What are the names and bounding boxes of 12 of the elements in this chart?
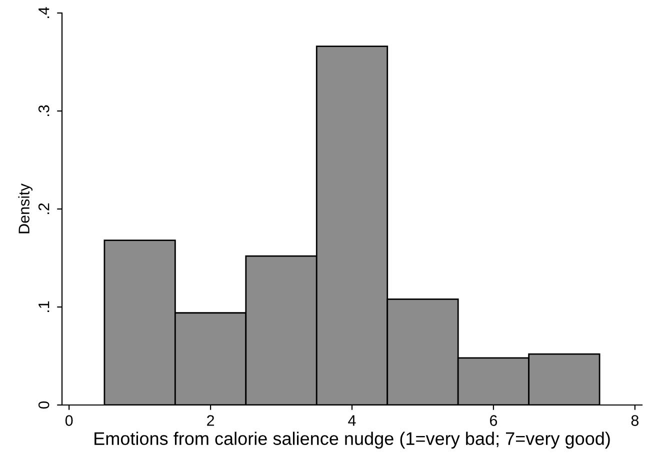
x-tick-label: 8 — [631, 415, 639, 426]
y-tick-label: .4 — [38, 7, 50, 18]
y-axis-title: Density — [18, 184, 32, 234]
x-tick-label: 2 — [207, 415, 214, 426]
y-tick-label: .3 — [38, 105, 50, 116]
y-tick-label: 0 — [38, 401, 50, 409]
y-tick-label: .2 — [38, 203, 50, 214]
x-tick-label: 4 — [348, 415, 356, 426]
y-tick-label: .1 — [38, 301, 50, 312]
x-tick-label: 0 — [65, 415, 73, 426]
x-axis-title: Emotions from calorie salience nudge (1=very bad; 7=very good) — [94, 432, 610, 449]
x-tick-label: 6 — [490, 415, 498, 426]
